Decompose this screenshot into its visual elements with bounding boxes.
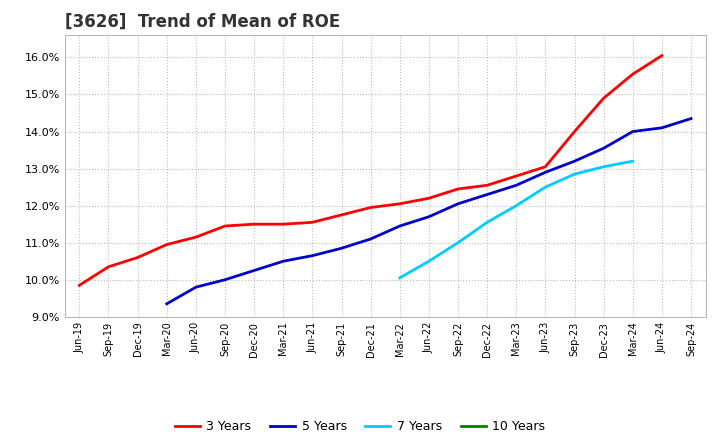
7 Years: [570, 172, 579, 177]
5 Years: [629, 129, 637, 134]
7 Years: [454, 240, 462, 246]
5 Years: [366, 236, 375, 242]
5 Years: [337, 246, 346, 251]
3 Years: [220, 224, 229, 229]
Legend: 3 Years, 5 Years, 7 Years, 10 Years: 3 Years, 5 Years, 7 Years, 10 Years: [170, 415, 550, 438]
5 Years: [163, 301, 171, 307]
7 Years: [425, 259, 433, 264]
5 Years: [570, 158, 579, 164]
5 Years: [687, 116, 696, 121]
3 Years: [192, 235, 200, 240]
5 Years: [192, 285, 200, 290]
7 Years: [483, 220, 492, 225]
5 Years: [395, 224, 404, 229]
5 Years: [220, 277, 229, 282]
3 Years: [541, 164, 550, 169]
5 Years: [279, 259, 287, 264]
3 Years: [512, 173, 521, 179]
Line: 7 Years: 7 Years: [400, 161, 633, 278]
7 Years: [395, 275, 404, 281]
3 Years: [425, 196, 433, 201]
5 Years: [250, 268, 258, 273]
Text: [3626]  Trend of Mean of ROE: [3626] Trend of Mean of ROE: [65, 13, 340, 31]
3 Years: [279, 221, 287, 227]
5 Years: [541, 170, 550, 175]
3 Years: [337, 212, 346, 217]
5 Years: [483, 192, 492, 197]
3 Years: [629, 71, 637, 77]
5 Years: [599, 146, 608, 151]
3 Years: [308, 220, 317, 225]
3 Years: [366, 205, 375, 210]
7 Years: [629, 158, 637, 164]
3 Years: [570, 129, 579, 134]
3 Years: [133, 255, 142, 260]
3 Years: [454, 186, 462, 191]
3 Years: [657, 53, 666, 58]
3 Years: [599, 95, 608, 101]
3 Years: [104, 264, 113, 269]
5 Years: [425, 214, 433, 220]
Line: 3 Years: 3 Years: [79, 55, 662, 285]
7 Years: [512, 203, 521, 208]
7 Years: [541, 184, 550, 190]
3 Years: [250, 221, 258, 227]
5 Years: [657, 125, 666, 131]
5 Years: [454, 201, 462, 206]
3 Years: [395, 201, 404, 206]
5 Years: [308, 253, 317, 258]
3 Years: [75, 282, 84, 288]
3 Years: [483, 183, 492, 188]
Line: 5 Years: 5 Years: [167, 118, 691, 304]
7 Years: [599, 164, 608, 169]
3 Years: [163, 242, 171, 247]
5 Years: [512, 183, 521, 188]
